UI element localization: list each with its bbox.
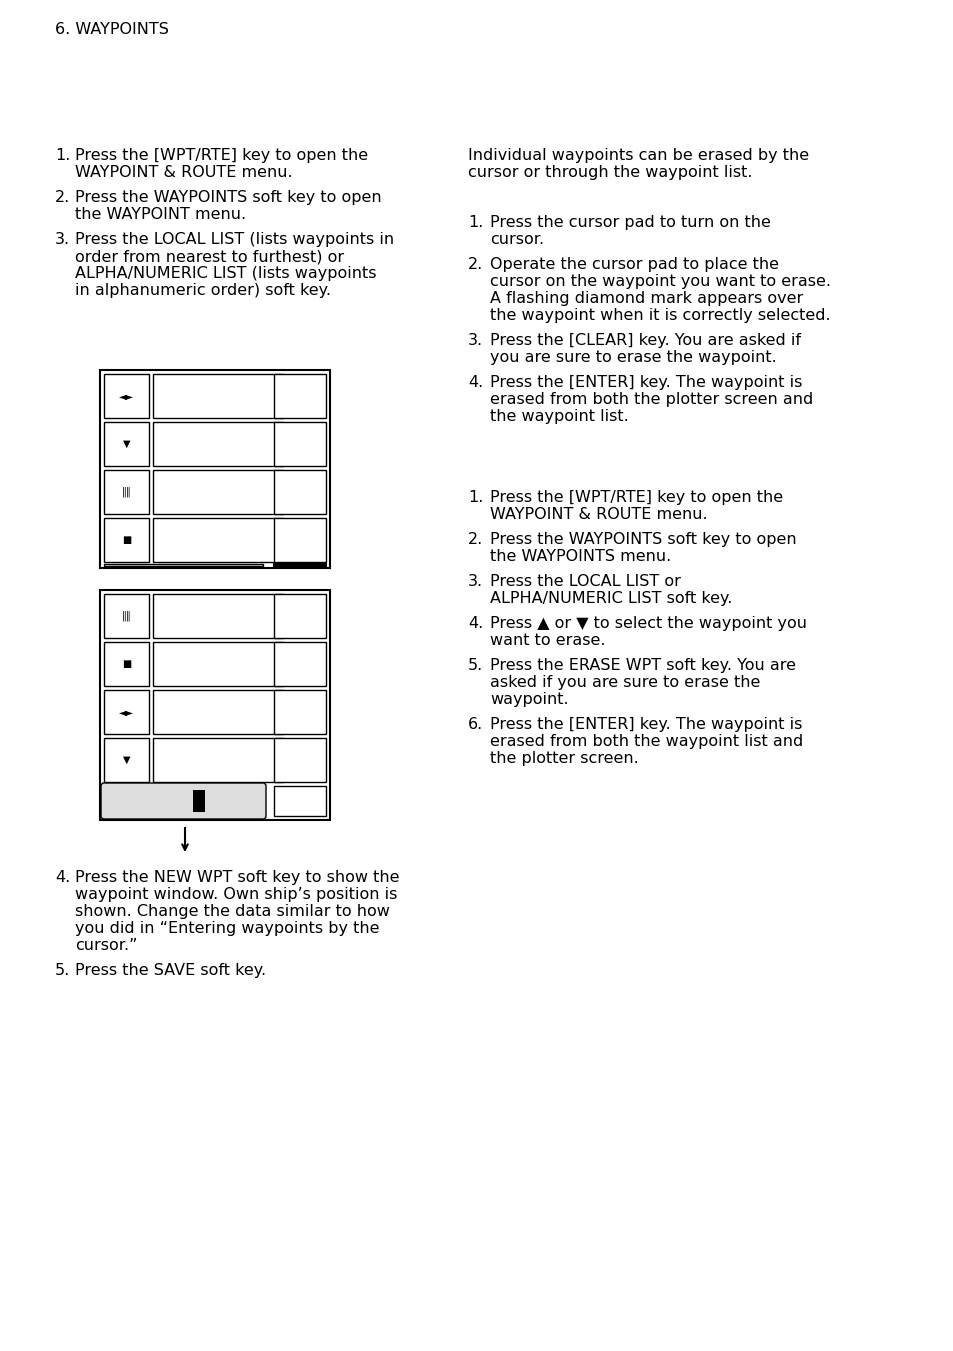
- Text: Press the WAYPOINTS soft key to open: Press the WAYPOINTS soft key to open: [75, 190, 381, 205]
- Text: 4.: 4.: [468, 616, 483, 631]
- FancyBboxPatch shape: [101, 784, 266, 819]
- Text: 3.: 3.: [468, 332, 482, 349]
- Text: 2.: 2.: [468, 532, 483, 547]
- Text: the waypoint list.: the waypoint list.: [490, 409, 628, 424]
- Text: 5.: 5.: [55, 963, 71, 978]
- Text: in alphanumeric order) soft key.: in alphanumeric order) soft key.: [75, 282, 331, 299]
- Text: shown. Change the data similar to how: shown. Change the data similar to how: [75, 904, 390, 919]
- Bar: [152, 594, 283, 638]
- Text: ▼: ▼: [123, 439, 131, 449]
- Bar: [104, 594, 149, 638]
- Text: WAYPOINT & ROUTE menu.: WAYPOINT & ROUTE menu.: [75, 165, 293, 180]
- Text: Press the SAVE soft key.: Press the SAVE soft key.: [75, 963, 266, 978]
- Text: you are sure to erase the waypoint.: you are sure to erase the waypoint.: [490, 350, 776, 365]
- Text: A flashing diamond mark appears over: A flashing diamond mark appears over: [490, 290, 802, 305]
- Text: 1.: 1.: [55, 149, 71, 163]
- Bar: [274, 690, 326, 734]
- Text: ‖‖: ‖‖: [121, 611, 132, 621]
- Bar: [152, 374, 283, 417]
- Text: 3.: 3.: [468, 574, 482, 589]
- Text: Press the cursor pad to turn on the: Press the cursor pad to turn on the: [490, 215, 770, 230]
- Text: the plotter screen.: the plotter screen.: [490, 751, 639, 766]
- Text: Press the LOCAL LIST (lists waypoints in: Press the LOCAL LIST (lists waypoints in: [75, 232, 394, 247]
- Bar: [152, 422, 283, 466]
- Bar: [104, 517, 149, 562]
- Text: cursor or through the waypoint list.: cursor or through the waypoint list.: [468, 165, 752, 180]
- Bar: [100, 590, 330, 820]
- Bar: [104, 738, 149, 782]
- Text: cursor.”: cursor.”: [75, 938, 137, 952]
- Text: Press the WAYPOINTS soft key to open: Press the WAYPOINTS soft key to open: [490, 532, 796, 547]
- Text: ■: ■: [122, 659, 131, 669]
- Text: waypoint window. Own ship’s position is: waypoint window. Own ship’s position is: [75, 888, 397, 902]
- Text: Press the [ENTER] key. The waypoint is: Press the [ENTER] key. The waypoint is: [490, 717, 801, 732]
- Text: the WAYPOINT menu.: the WAYPOINT menu.: [75, 207, 246, 222]
- Text: 1.: 1.: [468, 215, 483, 230]
- Text: 6.: 6.: [468, 717, 483, 732]
- Text: ‖‖: ‖‖: [121, 486, 132, 497]
- Text: 2.: 2.: [55, 190, 71, 205]
- Bar: [193, 790, 205, 812]
- Text: the WAYPOINTS menu.: the WAYPOINTS menu.: [490, 549, 671, 563]
- Text: 1.: 1.: [468, 490, 483, 505]
- Text: ALPHA/NUMERIC LIST (lists waypoints: ALPHA/NUMERIC LIST (lists waypoints: [75, 266, 376, 281]
- Bar: [274, 470, 326, 513]
- Text: Press the LOCAL LIST or: Press the LOCAL LIST or: [490, 574, 680, 589]
- Text: 6. WAYPOINTS: 6. WAYPOINTS: [55, 22, 169, 36]
- Text: you did in “Entering waypoints by the: you did in “Entering waypoints by the: [75, 921, 379, 936]
- Text: cursor on the waypoint you want to erase.: cursor on the waypoint you want to erase…: [490, 274, 830, 289]
- Text: 2.: 2.: [468, 257, 483, 272]
- Text: Press the ERASE WPT soft key. You are: Press the ERASE WPT soft key. You are: [490, 658, 795, 673]
- Text: want to erase.: want to erase.: [490, 634, 605, 648]
- Text: cursor.: cursor.: [490, 232, 543, 247]
- Bar: [274, 563, 326, 566]
- Bar: [152, 690, 283, 734]
- Bar: [104, 563, 263, 566]
- Text: 4.: 4.: [468, 376, 483, 390]
- Text: Operate the cursor pad to place the: Operate the cursor pad to place the: [490, 257, 779, 272]
- Bar: [152, 470, 283, 513]
- Bar: [152, 517, 283, 562]
- Text: ALPHA/NUMERIC LIST soft key.: ALPHA/NUMERIC LIST soft key.: [490, 590, 732, 607]
- Text: WAYPOINT & ROUTE menu.: WAYPOINT & ROUTE menu.: [490, 507, 707, 521]
- Bar: [104, 690, 149, 734]
- Text: ◄►: ◄►: [119, 707, 133, 717]
- Text: 3.: 3.: [55, 232, 71, 247]
- Text: asked if you are sure to erase the: asked if you are sure to erase the: [490, 676, 760, 690]
- Bar: [104, 422, 149, 466]
- Bar: [274, 374, 326, 417]
- Text: 4.: 4.: [55, 870, 71, 885]
- Bar: [274, 738, 326, 782]
- Bar: [104, 642, 149, 686]
- Bar: [274, 642, 326, 686]
- Text: waypoint.: waypoint.: [490, 692, 568, 707]
- Text: Press the NEW WPT soft key to show the: Press the NEW WPT soft key to show the: [75, 870, 399, 885]
- Text: Press the [WPT/RTE] key to open the: Press the [WPT/RTE] key to open the: [75, 149, 368, 163]
- Text: Press ▲ or ▼ to select the waypoint you: Press ▲ or ▼ to select the waypoint you: [490, 616, 806, 631]
- Text: erased from both the waypoint list and: erased from both the waypoint list and: [490, 734, 802, 748]
- Text: the waypoint when it is correctly selected.: the waypoint when it is correctly select…: [490, 308, 830, 323]
- Bar: [274, 517, 326, 562]
- Text: Press the [ENTER] key. The waypoint is: Press the [ENTER] key. The waypoint is: [490, 376, 801, 390]
- Bar: [152, 642, 283, 686]
- Text: ■: ■: [122, 535, 131, 544]
- Text: order from nearest to furthest) or: order from nearest to furthest) or: [75, 249, 344, 263]
- Text: Press the [CLEAR] key. You are asked if: Press the [CLEAR] key. You are asked if: [490, 332, 801, 349]
- Bar: [274, 786, 326, 816]
- Text: erased from both the plotter screen and: erased from both the plotter screen and: [490, 392, 812, 407]
- Text: ◄►: ◄►: [119, 390, 133, 401]
- Text: Press the [WPT/RTE] key to open the: Press the [WPT/RTE] key to open the: [490, 490, 782, 505]
- Bar: [274, 594, 326, 638]
- Text: ▼: ▼: [123, 755, 131, 765]
- Text: Individual waypoints can be erased by the: Individual waypoints can be erased by th…: [468, 149, 808, 163]
- Bar: [274, 422, 326, 466]
- Bar: [104, 374, 149, 417]
- Text: 5.: 5.: [468, 658, 483, 673]
- Bar: [152, 738, 283, 782]
- Bar: [104, 470, 149, 513]
- Bar: [100, 370, 330, 567]
